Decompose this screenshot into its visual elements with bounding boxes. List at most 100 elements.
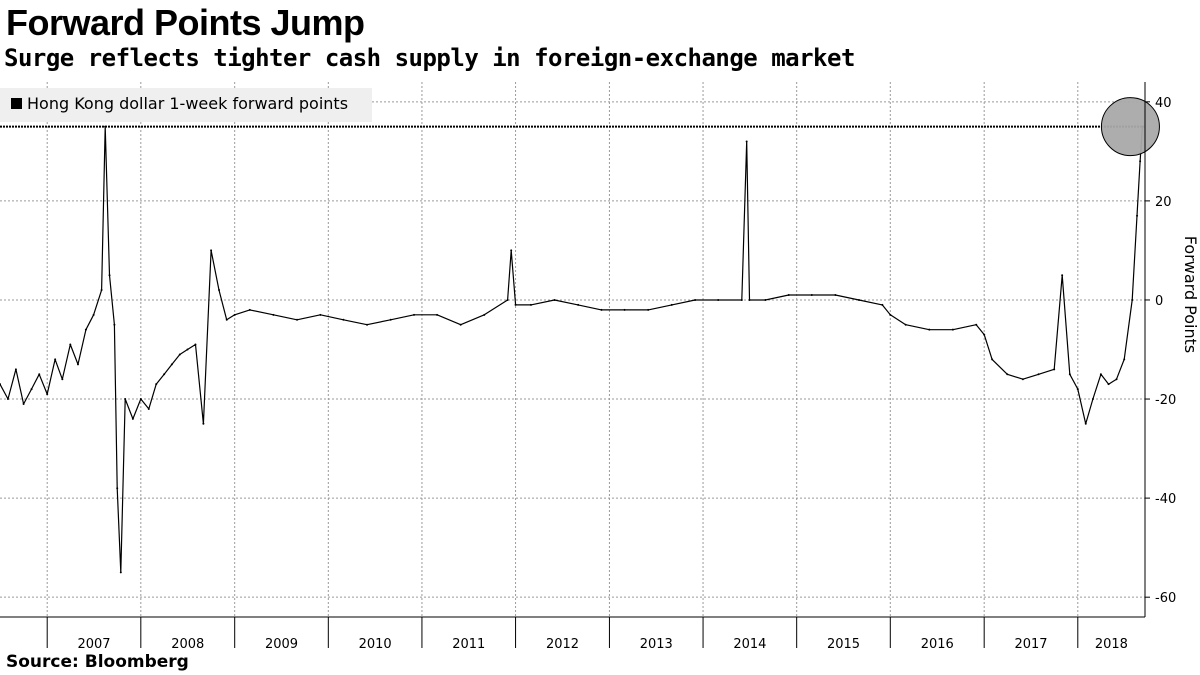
data-point <box>717 298 720 301</box>
data-point <box>100 289 103 292</box>
data-point <box>1053 368 1056 371</box>
x-tick-label: 2018 <box>1095 637 1128 652</box>
data-point <box>412 313 415 316</box>
data-point <box>272 313 275 316</box>
data-point <box>139 398 142 401</box>
data-point <box>1037 373 1040 376</box>
data-point <box>881 303 884 306</box>
x-tick-label: 2014 <box>733 637 766 652</box>
data-point <box>131 417 134 420</box>
data-point <box>694 298 697 301</box>
data-point <box>834 294 837 297</box>
data-point <box>389 318 392 321</box>
data-point <box>233 313 236 316</box>
data-point <box>116 487 119 490</box>
data-point <box>951 328 954 331</box>
data-point <box>186 348 189 351</box>
data-point <box>69 343 72 346</box>
data-point <box>202 422 205 425</box>
data-point <box>61 378 64 381</box>
data-point <box>991 358 994 361</box>
data-point <box>84 328 87 331</box>
data-point <box>1139 160 1142 163</box>
data-point <box>54 358 57 361</box>
chart-title: Forward Points Jump <box>6 2 365 43</box>
data-point <box>30 388 33 391</box>
data-point <box>14 368 17 371</box>
y-axis-label: Forward Points <box>1181 236 1200 354</box>
x-tick-label: 2009 <box>265 637 298 652</box>
x-tick-label: 2012 <box>546 637 579 652</box>
data-point <box>983 333 986 336</box>
data-point <box>510 249 513 252</box>
y-tick-label: -20 <box>1155 393 1176 408</box>
x-tick-label: 2011 <box>452 637 485 652</box>
data-point <box>506 298 509 301</box>
data-point <box>210 249 213 252</box>
x-tick-label: 2016 <box>921 637 954 652</box>
data-point <box>975 323 978 326</box>
data-point <box>483 313 486 316</box>
data-point <box>1131 298 1134 301</box>
data-point <box>459 323 462 326</box>
data-point <box>163 373 166 376</box>
y-tick-label: 20 <box>1155 195 1172 210</box>
data-point <box>787 294 790 297</box>
data-point <box>1115 378 1118 381</box>
data-point <box>248 308 251 311</box>
data-point <box>1084 422 1087 425</box>
data-point <box>858 298 861 301</box>
chart-subtitle: Surge reflects tighter cash supply in fo… <box>4 44 855 72</box>
data-point <box>0 383 1 386</box>
data-point <box>124 398 127 401</box>
data-point <box>740 298 743 301</box>
data-point <box>1076 388 1079 391</box>
x-tick-label: 2008 <box>171 637 204 652</box>
data-point <box>319 313 322 316</box>
data-point <box>194 343 197 346</box>
series-line <box>0 125 1143 574</box>
highlight-circle <box>1100 97 1160 157</box>
x-tick-label: 2010 <box>359 637 392 652</box>
data-point <box>6 398 9 401</box>
data-point <box>1021 378 1024 381</box>
x-tick-label: 2007 <box>77 637 110 652</box>
data-point <box>38 373 41 376</box>
data-point <box>46 393 49 396</box>
data-point <box>647 308 650 311</box>
data-point <box>1006 373 1009 376</box>
data-point <box>119 571 122 574</box>
series-layer <box>0 125 1144 574</box>
data-point <box>104 125 107 128</box>
data-point <box>1068 373 1071 376</box>
source-note: Source: Bloomberg <box>6 652 189 672</box>
legend-background <box>0 88 372 122</box>
axes: 40 20 0 -20 -40 -60 2007 2008 2009 2010 2011 2012 20… <box>0 82 1176 652</box>
data-point <box>904 323 907 326</box>
y-tick-label: -60 <box>1155 591 1176 606</box>
data-point <box>1123 358 1126 361</box>
data-point <box>577 303 580 306</box>
data-point <box>514 303 517 306</box>
legend-swatch <box>11 98 22 109</box>
data-point <box>748 298 751 301</box>
data-point <box>810 294 813 297</box>
data-point <box>22 402 25 405</box>
data-point <box>529 303 532 306</box>
data-point <box>155 383 158 386</box>
data-point <box>928 328 931 331</box>
data-point <box>92 313 95 316</box>
legend-label: Hong Kong dollar 1-week forward points <box>27 94 348 113</box>
data-point <box>178 353 181 356</box>
data-point <box>764 298 767 301</box>
y-tick-label: 40 <box>1155 96 1172 111</box>
data-point <box>1136 214 1139 217</box>
data-point <box>889 313 892 316</box>
data-point <box>623 308 626 311</box>
data-point <box>108 274 111 277</box>
data-point <box>76 363 79 366</box>
data-point <box>436 313 439 316</box>
data-point <box>366 323 369 326</box>
data-point <box>600 308 603 311</box>
